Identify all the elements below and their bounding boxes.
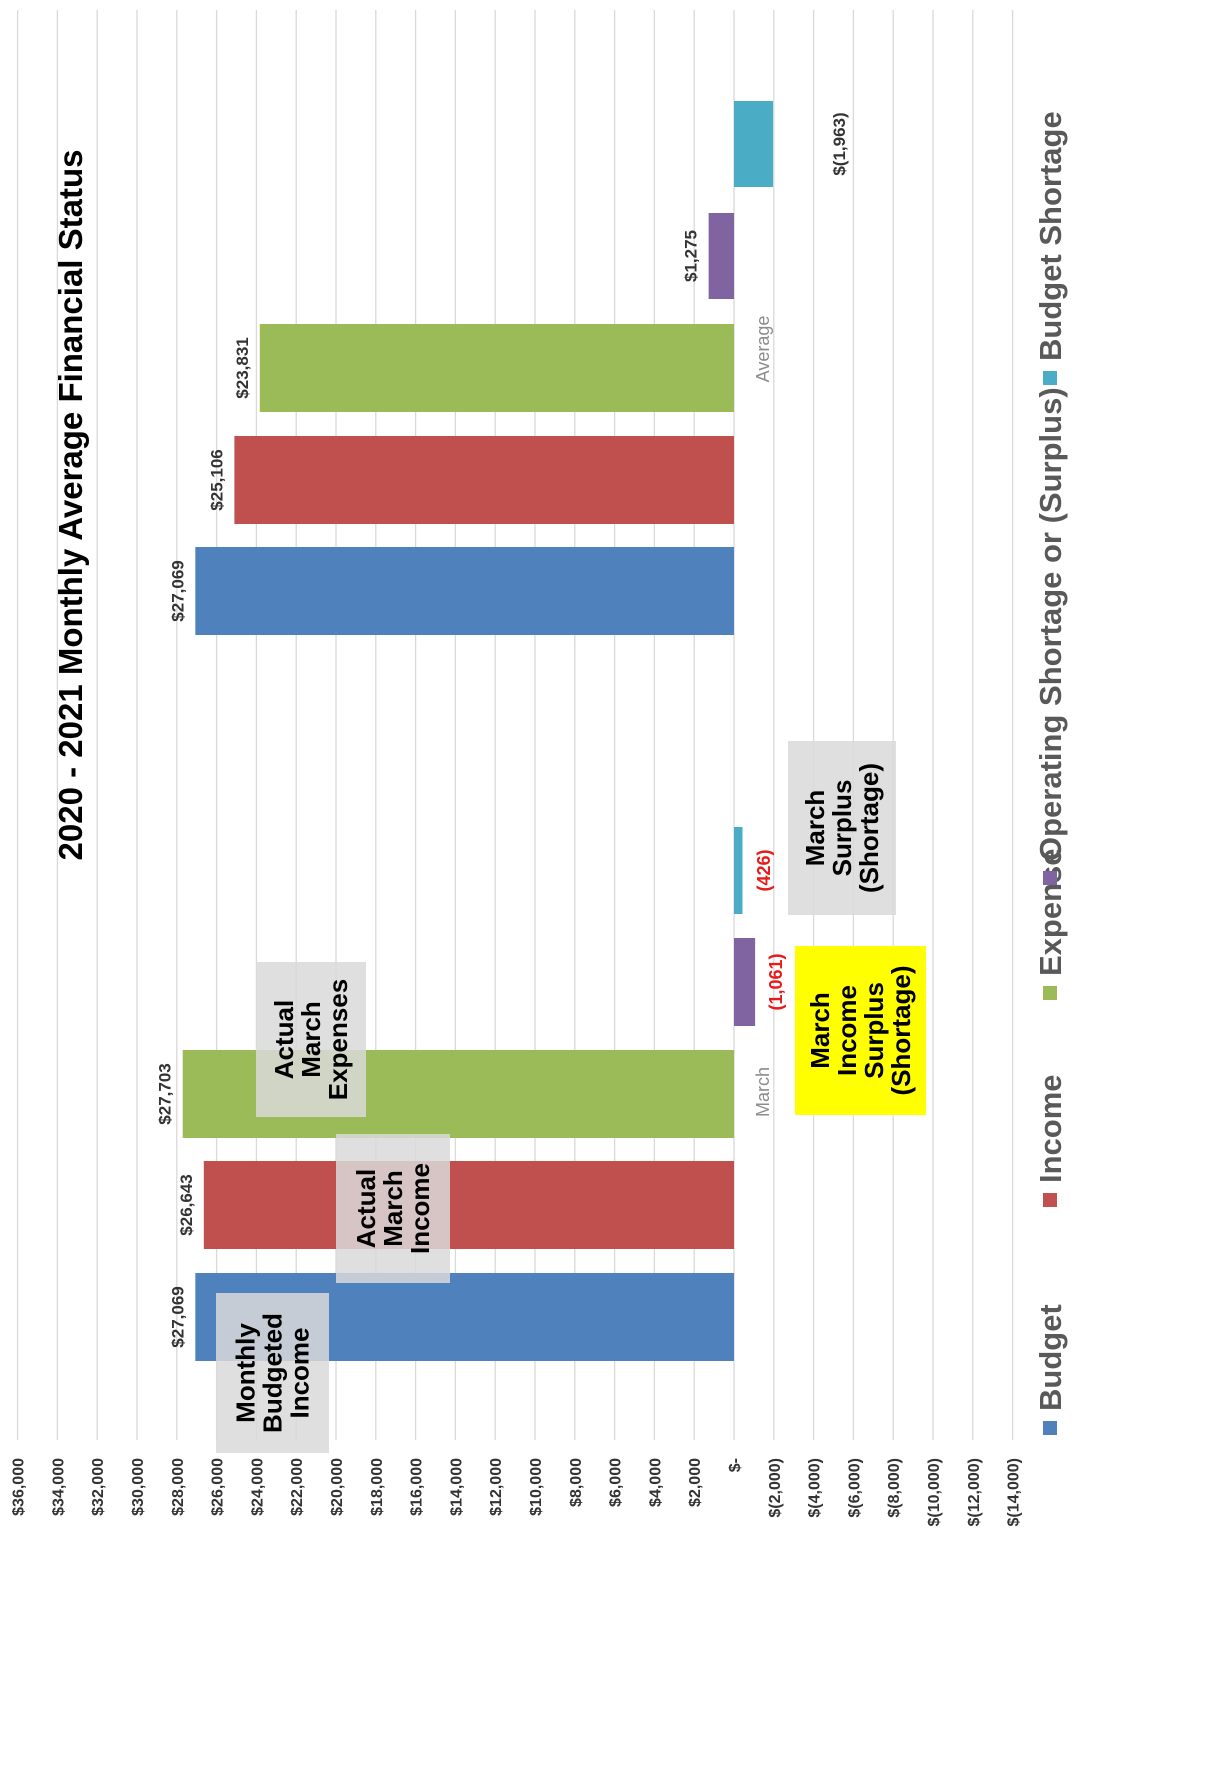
y-tick-label: $28,000 [170,1458,187,1516]
data-label: $27,069 [168,1286,187,1347]
legend-item-budget-shortage: Budget Shortage [1033,111,1068,385]
legend-label: Budget Shortage [1033,111,1068,361]
data-labels: $27,069 $27,069 $26,643 $25,106 $27,703 $23,8… [156,112,849,1347]
y-tick-label: $16,000 [409,1458,426,1516]
y-tick-label: $18,000 [369,1458,386,1516]
annotation-box [216,1293,329,1453]
data-label: (426) [754,849,774,891]
y-tick-label: $4,000 [647,1458,664,1507]
annotation-text: Surplus [859,982,889,1079]
y-tick-label: $20,000 [329,1458,346,1516]
annotation-text: Actual [269,1000,299,1079]
y-tick-label: $6,000 [608,1458,625,1507]
annotation-text: Income [285,1327,315,1418]
annotation-text: Income [832,985,862,1076]
category-label-march: March [753,1067,773,1117]
annotation-box [795,946,926,1115]
category-label-average: Average [753,316,773,383]
y-tick-label: $10,000 [528,1458,545,1516]
y-tick-label: $(4,000) [807,1458,824,1518]
annotation-text: March [800,790,830,867]
bar-expense-average [259,324,734,412]
y-tick-label: $(6,000) [846,1458,863,1518]
y-tick-label: $(2,000) [767,1458,784,1518]
annotation-text: Income [405,1163,435,1254]
y-tick-label: $(14,000) [1006,1458,1023,1527]
annotation-text: March [378,1170,408,1247]
bar-budget-average [195,547,734,635]
annotation-box [256,962,366,1117]
annotation-text: March [296,1001,326,1078]
y-axis-ticks: $36,000 $34,000 $32,000 $30,000 $28,000 $26,0… [11,1458,1023,1527]
y-tick-label: $36,000 [11,1458,28,1516]
legend-item-expense: Expense [1033,848,1068,1000]
annotation-text: (Shortage) [886,966,916,1096]
bar-income-march [203,1161,734,1249]
legend-swatch [1043,1193,1057,1207]
annotation-text: Monthly [231,1323,261,1423]
bar-budget-shortage-march [734,827,743,914]
data-label: $27,703 [156,1063,175,1124]
y-tick-label: $34,000 [50,1458,67,1516]
data-label: $27,069 [168,560,187,621]
legend-item-budget: Budget [1033,1304,1068,1435]
legend-swatch [1043,871,1057,885]
annotation-box [336,1134,450,1283]
data-label: (1,061) [766,953,786,1010]
legend-label: Budget [1033,1304,1068,1411]
bar-income-average [234,436,734,524]
y-tick-label: $26,000 [210,1458,227,1516]
data-label: $26,643 [177,1174,196,1235]
legend-swatch [1043,986,1057,1000]
y-tick-label: $(12,000) [966,1458,983,1527]
y-tick-label: $12,000 [488,1458,505,1516]
legend-item-operating-shortage-or-surplus: Operating Shortage or (Surplus) [1033,387,1068,885]
data-label: $1,275 [682,230,701,282]
data-label: $(1,963) [830,112,849,175]
y-tick-label: $22,000 [289,1458,306,1516]
annotation-text: Expenses [323,979,353,1100]
annotation-box [788,741,896,915]
annotation-text: Surplus [827,780,857,877]
legend-swatch [1043,1421,1057,1435]
y-tick-label: $30,000 [130,1458,147,1516]
y-tick-label: $(8,000) [886,1458,903,1518]
data-label: $23,831 [233,337,252,398]
chart-title: 2020 - 2021 Monthly Average Financial St… [52,150,89,861]
annotation-text: March [805,992,835,1069]
bars [182,101,774,1361]
y-tick-label: $2,000 [687,1458,704,1507]
bar-operating-shortage-or-surplus-march [734,938,756,1026]
y-tick-label: $- [727,1458,744,1472]
bar-operating-shortage-or-surplus-average [708,213,734,299]
annotations: MonthlyBudgetedIncomeActualMarchIncomeAc… [216,741,926,1453]
annotation-text: Actual [351,1169,381,1248]
y-tick-label: $14,000 [448,1458,465,1516]
data-label: $25,106 [207,449,226,510]
bar-budget-shortage-average [734,101,774,187]
legend-label: Operating Shortage or (Surplus) [1033,387,1068,861]
y-tick-label: $32,000 [90,1458,107,1516]
legend-item-income: Income [1033,1074,1068,1207]
legend-label: Income [1033,1074,1068,1183]
category-labels: March Average [753,316,773,1117]
annotation-text: Budgeted [258,1313,288,1433]
y-tick-label: $24,000 [249,1458,266,1516]
y-tick-label: $8,000 [568,1458,585,1507]
legend-label: Expense [1033,848,1068,976]
legend-swatch [1043,371,1057,385]
annotation-text: (Shortage) [854,763,884,893]
y-tick-label: $(10,000) [926,1458,943,1527]
